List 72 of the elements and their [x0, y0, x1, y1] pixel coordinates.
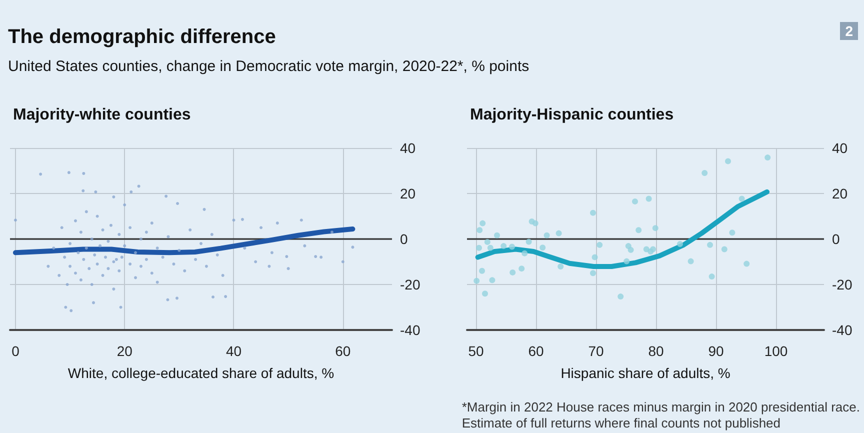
point: [532, 220, 538, 226]
point: [479, 268, 485, 274]
point: [650, 246, 656, 252]
y-tick-label: -40: [832, 322, 852, 338]
point: [628, 246, 634, 253]
point: [522, 250, 528, 256]
x-tick-label: 40: [226, 343, 242, 359]
point: [494, 232, 500, 238]
x-tick-label: 0: [12, 343, 20, 359]
point: [509, 244, 515, 250]
point: [487, 244, 494, 251]
x-tick-label: 20: [116, 343, 133, 359]
point: [744, 260, 750, 267]
y-tick-label: 40: [832, 140, 848, 156]
point: [544, 232, 550, 238]
point: [646, 196, 652, 202]
x-tick-label: 60: [335, 343, 351, 359]
point: [738, 196, 745, 202]
y-tick-label: 40: [400, 140, 416, 156]
point: [590, 210, 596, 216]
chart-title: Majority-Hispanic counties: [470, 106, 674, 124]
y-tick-label: 0: [400, 231, 408, 247]
point: [677, 241, 683, 248]
text: United States counties, change in Democratic vote margin, 2020-22*, % points: [8, 58, 530, 75]
x-axis-title: White, college-educated share of adults, %: [68, 365, 334, 381]
chart-title: Majority-white counties: [13, 106, 191, 124]
point: [636, 227, 642, 234]
point: [540, 244, 546, 251]
point: [476, 227, 483, 234]
point: [618, 294, 624, 300]
x-tick-label: 70: [588, 343, 604, 359]
point: [500, 243, 507, 250]
x-tick-label: 60: [528, 343, 544, 359]
point: [489, 277, 496, 284]
x-tick-label: 80: [648, 343, 664, 359]
point: [721, 246, 728, 252]
point: [729, 230, 736, 236]
point: [632, 198, 638, 204]
point: [510, 269, 516, 276]
point: [688, 258, 694, 264]
point: [476, 244, 482, 251]
y-tick-label: 20: [400, 186, 416, 202]
point: [518, 266, 525, 272]
point: [556, 230, 562, 236]
y-tick-label: 0: [832, 231, 840, 247]
point: [596, 242, 603, 248]
point: [702, 170, 708, 176]
y-tick-label: -20: [832, 276, 852, 292]
point: [624, 258, 630, 264]
x-tick-label: 50: [468, 343, 484, 359]
point: [764, 154, 771, 161]
point: [484, 238, 490, 245]
point: [558, 264, 564, 270]
point: [707, 242, 713, 248]
point: [725, 158, 731, 164]
point: [590, 270, 596, 276]
x-tick-label: 100: [764, 343, 788, 359]
text: 2: [840, 22, 858, 40]
point: [652, 225, 658, 232]
x-tick-label: 90: [708, 343, 724, 359]
y-tick-label: 20: [832, 186, 848, 202]
point: [592, 254, 598, 260]
point: [708, 274, 715, 280]
text: The demographic difference: [8, 26, 276, 49]
point: [482, 290, 488, 297]
point: [480, 220, 486, 226]
y-tick-label: -20: [400, 276, 420, 292]
point: [526, 238, 532, 245]
point: [474, 278, 480, 284]
x-axis-title: Hispanic share of adults, %: [560, 365, 730, 381]
y-tick-label: -40: [400, 322, 420, 338]
text: *Margin in 2022 House races minus margin in 2020 presidential race. Estimate of full returns where final counts not published: [462, 400, 860, 430]
